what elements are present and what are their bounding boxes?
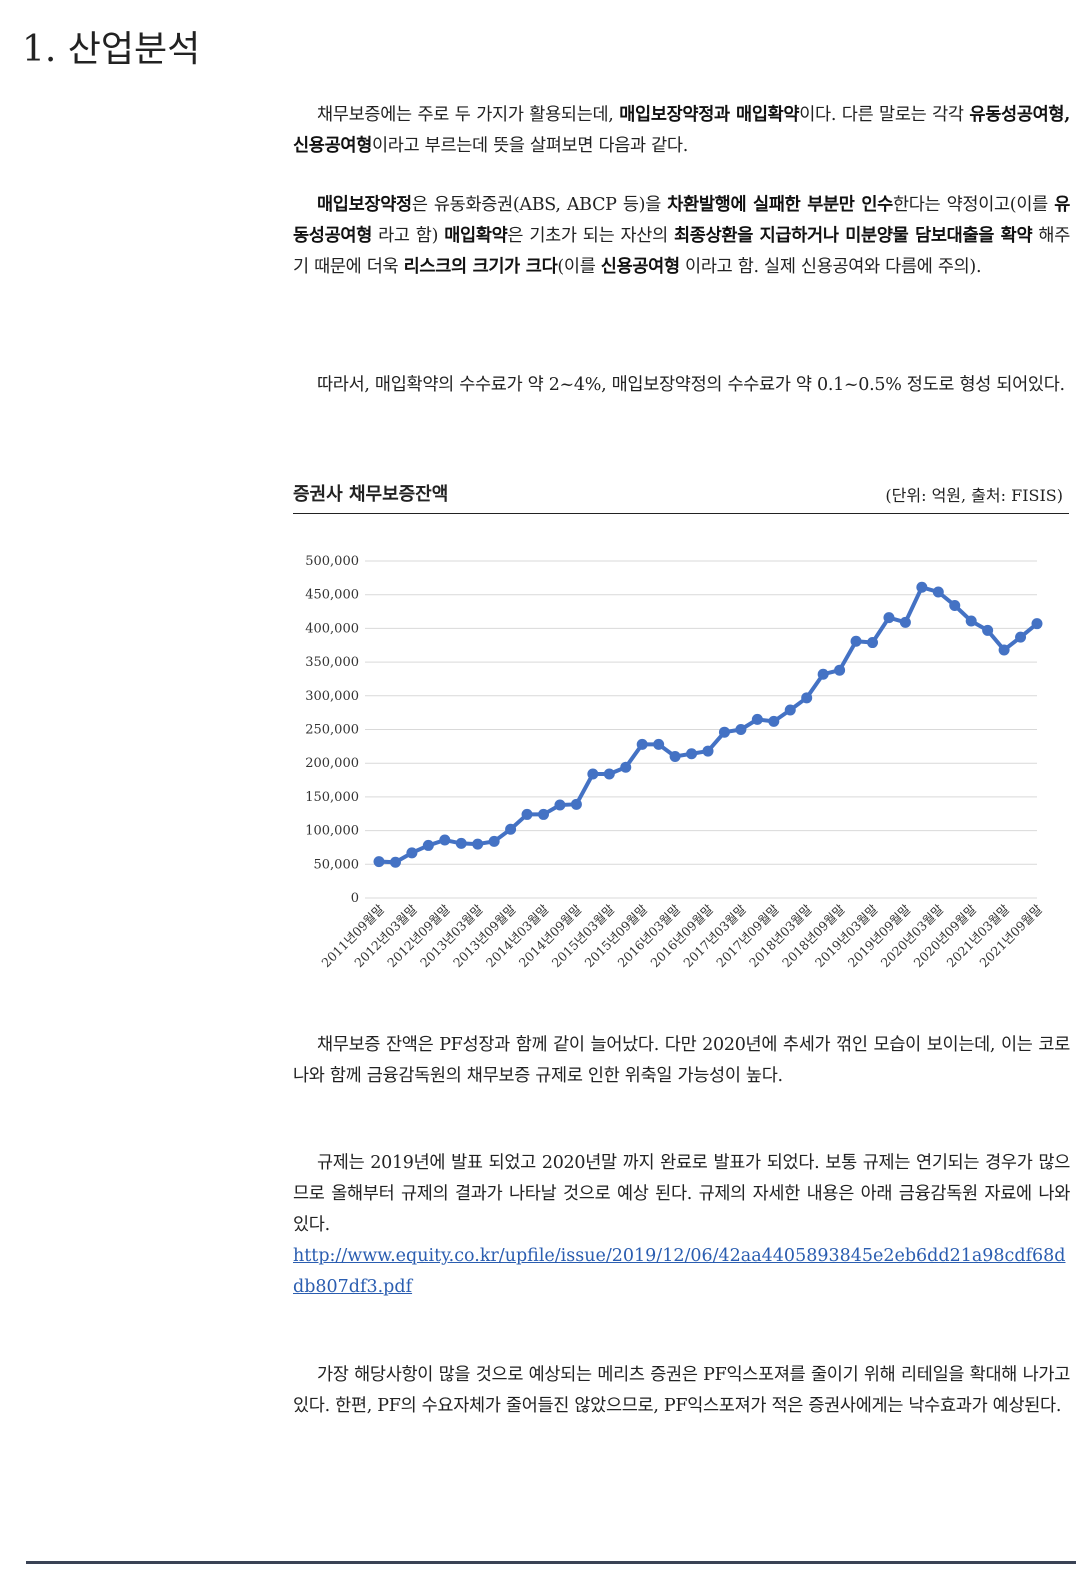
footer-rule (26, 1561, 1076, 1564)
bold-text: 매입보장약정과 매입확약 (619, 105, 800, 125)
bold-text: 매입확약 (444, 226, 508, 246)
point (653, 738, 665, 750)
y-tick-label: 150,000 (305, 790, 359, 805)
point (603, 768, 615, 780)
chart-title: 증권사 채무보증잔액 (293, 484, 449, 505)
y-tick-label: 300,000 (305, 689, 359, 704)
text: 채무보증에는 주로 두 가지가 활용되는데, (317, 105, 620, 125)
bold-text: 최종상환을 지급하거나 미분양물 담보대출을 확약 (674, 226, 1033, 246)
point (932, 586, 944, 598)
point (817, 668, 829, 680)
point (1015, 631, 1027, 643)
point (439, 834, 451, 846)
point (801, 692, 813, 704)
point (488, 835, 500, 847)
chart: 0 50,000 100,000 150,000 200,000 250,000 300,0… (305, 554, 1045, 970)
point (916, 581, 928, 593)
text: 한다는 약정이고(이를 (892, 195, 1055, 215)
paragraph: 규제는 2019년에 발표 되었고 2020년말 까지 완료로 발표가 되었다.… (293, 1148, 1070, 1241)
point (718, 726, 730, 738)
point (669, 750, 681, 762)
point (751, 713, 763, 725)
text: 은 유동화증권(ABS, ABCP 등)을 (411, 195, 668, 215)
y-tick-label: 450,000 (305, 588, 359, 603)
text: 가장 해당사항이 많을 것으로 예상되는 메리츠 증권은 PF익스포져를 줄이기… (293, 1365, 1070, 1416)
point (406, 847, 418, 859)
point (620, 761, 632, 773)
paragraph: 매입보장약정은 유동화증권(ABS, ABCP 등)을 차환발행에 실패한 부분… (293, 190, 1070, 283)
point (1031, 618, 1043, 630)
point (570, 798, 582, 810)
point (784, 704, 796, 716)
text: 라고 함) (372, 226, 445, 246)
point (982, 624, 994, 636)
y-tick-label: 100,000 (305, 824, 359, 839)
y-tick-label: 250,000 (305, 723, 359, 738)
point (521, 808, 533, 820)
link[interactable]: http://www.equity.co.kr/upfile/issue/201… (293, 1246, 1066, 1297)
point (768, 715, 780, 727)
point (850, 635, 862, 647)
point (867, 637, 878, 649)
section-title: 1. 산업분석 (22, 29, 201, 70)
bold-text: 신용공여형 (600, 257, 680, 277)
paragraph: 채무보증에는 주로 두 가지가 활용되는데, 매입보장약정과 매입확약이다. 다… (293, 100, 1070, 162)
text: 채무보증 잔액은 PF성장과 함께 같이 늘어났다. 다만 2020년에 추세가… (293, 1035, 1070, 1086)
point (554, 799, 566, 811)
y-tick-label: 350,000 (305, 655, 359, 670)
chart-rule (293, 513, 1069, 514)
bold-text: 차환발행에 실패한 부분만 인수 (667, 195, 893, 215)
point (587, 768, 599, 780)
point (965, 615, 977, 627)
y-tick-label: 200,000 (305, 756, 359, 771)
text: 이다. 다른 말로는 각각 (799, 105, 970, 125)
text: 규제는 2019년에 발표 되었고 2020년말 까지 완료로 발표가 되었다.… (293, 1153, 1070, 1235)
chart-subtitle: (단위: 억원, 출처: FISIS) (885, 486, 1063, 505)
point (834, 664, 846, 676)
point (636, 738, 648, 750)
point (998, 644, 1010, 656)
bold-text: 유동성공여형, 신용공여형 (293, 105, 1071, 156)
point (949, 599, 961, 611)
bold-text: 유동성공여형 (293, 195, 1070, 246)
text: 은 기초가 되는 자산의 (507, 226, 674, 246)
y-tick-label: 400,000 (305, 621, 359, 636)
text: (이를 (557, 257, 601, 277)
y-tick-label: 0 (351, 891, 359, 906)
point (686, 748, 698, 760)
text: 따라서, 매입확약의 수수료가 약 2~4%, 매입보장약정의 수수료가 약 0… (317, 375, 1065, 395)
text: 해주기 때문에 더욱 (293, 226, 1070, 277)
point (422, 839, 434, 851)
point (455, 837, 467, 849)
point (883, 612, 895, 624)
point (505, 823, 517, 835)
paragraph: 가장 해당사항이 많을 것으로 예상되는 메리츠 증권은 PF익스포져를 줄이기… (293, 1360, 1070, 1422)
paragraph: 채무보증 잔액은 PF성장과 함께 같이 늘어났다. 다만 2020년에 추세가… (293, 1030, 1070, 1092)
text: 이라고 함. 실제 신용공여와 다름에 주의). (679, 257, 982, 277)
point (735, 724, 747, 735)
y-tick-label: 50,000 (314, 857, 360, 872)
bold-text: 리스크의 크기가 크다 (403, 257, 558, 277)
point (702, 745, 714, 757)
point (899, 616, 911, 628)
y-tick-label: 500,000 (305, 554, 359, 569)
text: 이라고 부르는데 뜻을 살펴보면 다음과 같다. (372, 136, 688, 156)
bold-text: 매입보장약정 (317, 195, 412, 215)
point (472, 838, 484, 850)
point (373, 856, 385, 868)
point (538, 808, 549, 820)
paragraph: 따라서, 매입확약의 수수료가 약 2~4%, 매입보장약정의 수수료가 약 0… (293, 370, 1070, 401)
point (389, 856, 401, 868)
